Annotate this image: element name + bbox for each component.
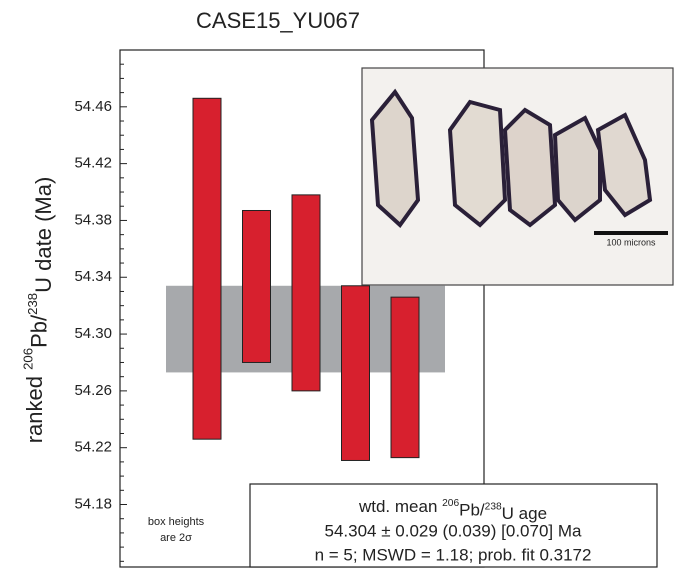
y-tick-label: 54.26 [74, 382, 112, 399]
y-tick-label: 54.38 [74, 211, 112, 228]
annotation-line: 54.304 ± 0.029 (0.039) [0.070] Ma [325, 521, 582, 540]
crystal [595, 112, 653, 218]
superscript: 238 [25, 293, 40, 315]
chart-title: CASE15_YU067 [196, 8, 360, 33]
range-box [341, 285, 370, 461]
y-tick-label: 54.42 [74, 155, 112, 172]
crystal [447, 99, 508, 228]
y-tick-label: 54.22 [74, 439, 112, 456]
y-tick-label: 54.46 [74, 98, 112, 115]
text-part: U age [502, 504, 547, 523]
superscript: 238 [485, 501, 502, 512]
text-part: ranked [22, 370, 47, 443]
plot-area: 54.46 54.42 54.38 54.34 54.30 54.26 54.22 54.18 [74, 63, 445, 562]
range-box [192, 97, 222, 440]
y-label-text: ranked 206Pb/238U date (Ma) [21, 177, 56, 444]
scale-label: 100 microns [606, 237, 656, 247]
superscript: 206 [21, 348, 36, 370]
crystal [552, 115, 602, 223]
text-part: Pb/ [26, 314, 51, 348]
annotation-line: wtd. mean 206Pb/238U age [358, 497, 547, 523]
text-part: Pb/ [459, 501, 485, 520]
inset-photo: 100 microns [361, 67, 674, 286]
superscript: 206 [442, 498, 459, 509]
annotation-line: n = 5; MSWD = 1.18; prob. fit 0.3172 [315, 545, 592, 564]
range-box [390, 296, 420, 459]
range-box [242, 209, 271, 363]
box-note: are 2σ [160, 532, 192, 544]
y-tick-label: 54.30 [74, 325, 112, 342]
crystal [502, 107, 558, 228]
text-part: wtd. mean [358, 497, 442, 516]
crystal [369, 88, 421, 228]
range-box [291, 194, 321, 392]
box-note: box heights [148, 516, 205, 528]
y-tick-label: 54.34 [74, 268, 112, 285]
text-part: U date (Ma) [31, 177, 56, 293]
annotation-box [249, 483, 658, 568]
y-axis-label: ranked 206Pb/238U date (Ma) [21, 177, 56, 444]
y-tick-label: 54.18 [74, 495, 112, 512]
